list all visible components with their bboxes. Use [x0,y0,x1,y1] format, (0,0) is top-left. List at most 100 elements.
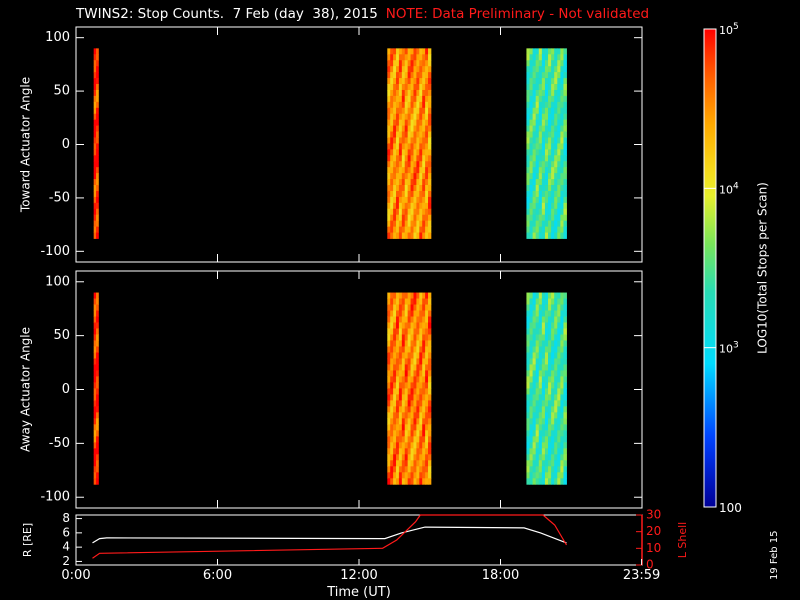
toward-cell [393,78,397,85]
toward-cell [422,155,426,162]
toward-cell [532,185,537,192]
away-cell [529,334,534,341]
away-cell [563,436,567,443]
away-cell [560,436,564,443]
toward-cell [554,179,558,186]
away-cell [422,334,426,341]
away-cell [419,370,423,377]
away-cell [529,376,534,383]
toward-cell [419,54,423,61]
away-cell [548,436,552,443]
away-cell [551,460,555,467]
away-cell [390,322,394,329]
toward-cell [387,167,391,174]
away-cell [535,298,540,305]
toward-cell [419,155,423,162]
toward-cell [401,155,406,162]
toward-cell [548,179,552,186]
away-cell [396,436,400,443]
away-cell [526,400,530,407]
away-cell [535,334,540,341]
away-cell [96,424,99,431]
away-cell [554,382,558,389]
toward-ylabel: Toward Actuator Angle [19,77,33,213]
away-cell [387,418,391,425]
away-cell [390,466,394,473]
away-cell [551,298,555,305]
toward-cell [425,149,429,156]
toward-cell [535,143,540,150]
toward-cell [551,84,555,91]
away-cell [422,382,426,389]
toward-cell [407,196,411,204]
away-cell [396,370,400,377]
away-cell [563,334,567,341]
away-cell [526,442,530,449]
toward-cell [548,101,552,109]
away-cell [401,304,406,311]
toward-cell [93,190,97,198]
toward-cell [551,137,555,144]
toward-cell [407,78,411,85]
away-cell [425,298,429,305]
away-cell [393,460,397,467]
toward-cell [401,220,406,228]
away-cell [407,364,411,371]
toward-cell [422,214,426,222]
toward-cell [413,84,417,91]
away-cell [538,358,543,365]
toward-cell [410,208,414,216]
away-cell [425,400,429,407]
toward-cell [396,155,400,162]
away-cell [422,298,426,305]
toward-cell [425,173,429,180]
away-cell [557,436,561,443]
toward-cell [387,220,391,228]
toward-cell [529,208,534,216]
toward-cell [548,95,552,103]
toward-cell [425,48,429,55]
toward-cell [557,161,561,168]
toward-cell [548,107,552,115]
away-cell [554,460,558,467]
away-cell [393,334,397,341]
away-cell [541,370,546,377]
toward-cell [96,60,99,67]
toward-cell [529,167,534,174]
toward-cell [529,179,534,186]
away-cell [93,328,97,335]
away-cell [93,382,97,389]
away-cell [560,364,564,371]
toward-cell [544,143,549,150]
toward-cell [398,220,403,228]
away-cell [404,340,409,347]
toward-cell [419,167,423,174]
toward-cell [548,137,552,144]
toward-cell [398,155,403,162]
away-cell [563,412,567,419]
toward-cell [416,202,420,210]
away-cell [93,370,97,377]
toward-cell [93,185,97,192]
toward-cell [551,196,555,204]
away-cell [428,364,432,371]
toward-cell [401,179,406,186]
away-cell [541,292,546,299]
away-cell [535,358,540,365]
away-cell [428,370,432,377]
away-cell [387,430,391,437]
toward-cell [428,149,432,156]
away-cell [538,418,543,425]
toward-cell [560,84,564,91]
away-cell [416,364,420,371]
away-cell [401,340,406,347]
away-cell [551,406,555,413]
away-cell [404,478,409,485]
toward-cell [401,131,406,138]
toward-cell [401,149,406,156]
away-cell [541,316,546,323]
away-cell [407,298,411,305]
toward-cell [544,84,549,91]
away-cell [390,412,394,419]
toward-cell [548,161,552,168]
